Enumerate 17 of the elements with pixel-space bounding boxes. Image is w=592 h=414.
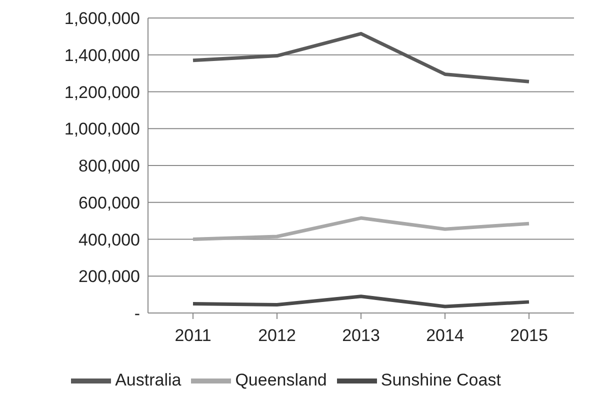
y-tick-label: 1,400,000: [64, 46, 140, 65]
x-tick-label: 2013: [342, 326, 380, 346]
y-tick-label: 1,000,000: [64, 120, 140, 139]
x-tick-label: 2015: [510, 326, 548, 346]
y-tick-label: -: [134, 304, 140, 324]
x-tick-label: 2012: [258, 326, 296, 346]
x-tick-label: 2014: [426, 326, 464, 346]
y-tick-label: 800,000: [78, 156, 140, 176]
legend-label: Australia: [115, 370, 182, 390]
legend-label: Sunshine Coast: [380, 370, 501, 390]
y-tick-label: 1,600,000: [64, 9, 140, 28]
y-tick-label: 1,200,000: [64, 82, 140, 102]
legend-label: Queensland: [235, 370, 327, 390]
y-tick-label: 600,000: [78, 193, 140, 212]
x-tick-label: 2011: [174, 326, 212, 346]
y-tick-label: 400,000: [78, 230, 140, 250]
y-tick-label: 200,000: [78, 267, 140, 286]
